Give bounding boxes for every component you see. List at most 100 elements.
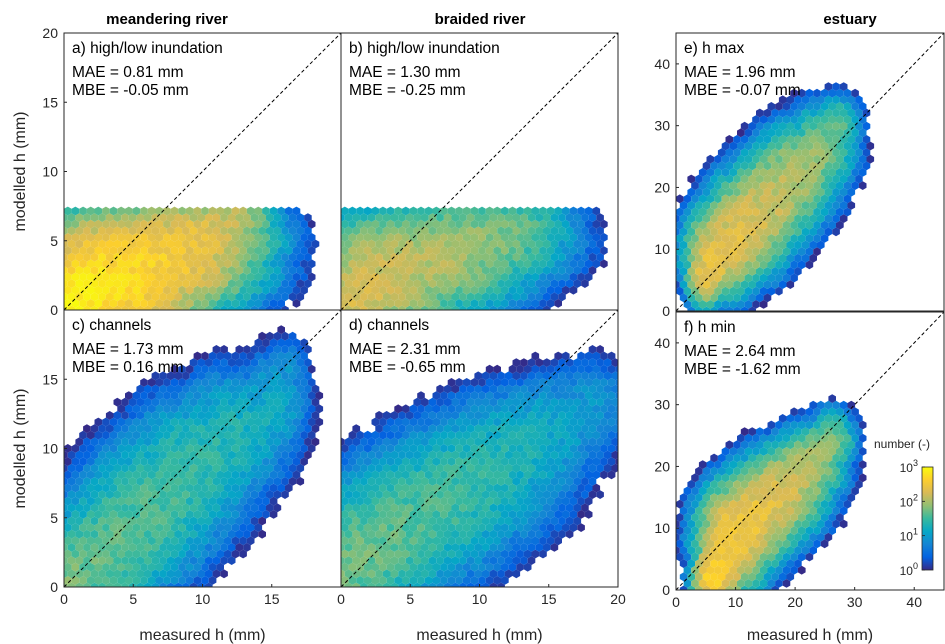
hex-bin: [569, 470, 578, 480]
hex-bin: [778, 135, 787, 144]
hex-bin: [740, 267, 749, 276]
hex-bin: [737, 154, 745, 164]
hex-bin: [740, 135, 749, 144]
hex-bin: [140, 483, 148, 493]
hex-bin: [231, 444, 240, 453]
hex-bin: [193, 233, 202, 242]
hex-bin: [151, 371, 160, 381]
hex-bin: [155, 496, 164, 506]
hex-bin: [698, 300, 707, 309]
hex-bin: [531, 391, 540, 400]
hex-bin: [155, 378, 164, 387]
hex-bin: [405, 582, 414, 587]
hex-bin: [208, 404, 217, 414]
hex-bin: [67, 463, 76, 473]
hex-bin: [212, 358, 221, 367]
mae-text: MAE = 1.73 mm: [72, 341, 184, 358]
hex-bin: [189, 543, 198, 552]
hex-bin: [504, 503, 513, 513]
hex-bin: [205, 477, 213, 486]
hex-bin: [717, 240, 726, 250]
hex-bin: [794, 174, 802, 184]
hex-bin: [147, 219, 156, 229]
hex-bin: [428, 477, 437, 486]
hex-bin: [227, 490, 236, 499]
hex-bin: [778, 280, 787, 289]
hex-bin: [292, 470, 301, 480]
hex-bin: [607, 430, 616, 440]
hex-bin: [64, 463, 68, 473]
hex-bin: [573, 213, 582, 222]
hex-bin: [714, 552, 722, 562]
hex-bin: [504, 516, 513, 526]
hex-bin: [208, 246, 217, 255]
hex-bin: [824, 466, 833, 476]
hex-bin: [797, 234, 806, 243]
hex-bin: [341, 266, 345, 275]
hex-bin: [729, 447, 737, 456]
hex-bin: [813, 539, 821, 549]
hex-bin: [205, 252, 213, 262]
hex-bin: [140, 259, 148, 269]
hex-bin: [382, 411, 391, 420]
hex-bin: [843, 168, 852, 177]
hex-bin: [402, 549, 410, 559]
hex-bin: [436, 516, 444, 526]
hex-bin: [858, 154, 867, 164]
hex-bin: [402, 259, 410, 269]
hex-bin: [243, 213, 251, 222]
hex-bin: [797, 526, 806, 535]
hex-bin: [782, 194, 791, 204]
hex-bin: [440, 206, 448, 216]
hex-bin: [75, 213, 84, 222]
hex-bin: [778, 427, 787, 436]
hex-bin: [128, 569, 137, 579]
hex-bin: [729, 286, 737, 296]
hex-bin: [235, 213, 244, 222]
hex-bin: [790, 207, 798, 217]
hex-bin: [759, 273, 768, 283]
hex-bin: [786, 227, 795, 237]
hex-bin: [121, 582, 129, 587]
hex-bin: [493, 391, 501, 400]
hex-bin: [809, 148, 817, 157]
hex-bin: [508, 259, 517, 269]
hex-bin: [489, 371, 498, 381]
hex-bin: [273, 358, 282, 367]
hex-bin: [527, 252, 536, 262]
hex-bin: [797, 102, 806, 111]
hex-bin: [254, 285, 263, 295]
hex-bin: [843, 420, 852, 430]
hex-bin: [706, 486, 715, 496]
hex-bin: [185, 496, 194, 506]
hex-bin: [485, 299, 494, 308]
hex-bin: [759, 247, 768, 256]
hex-bin: [360, 490, 368, 499]
hex-bin: [721, 486, 730, 496]
hex-bin: [174, 543, 183, 552]
hex-bin: [277, 325, 285, 334]
hex-bin: [485, 272, 494, 282]
hex-bin: [273, 503, 282, 513]
hex-bin: [470, 536, 479, 546]
hex-bin: [375, 266, 383, 275]
hex-bin: [307, 430, 316, 440]
hex-bin: [109, 233, 118, 242]
hex-bin: [428, 463, 437, 473]
hex-bin: [470, 272, 479, 282]
hex-bin: [794, 214, 802, 223]
hex-bin: [516, 483, 524, 493]
hex-bin: [786, 532, 795, 542]
hex-bin: [205, 411, 213, 420]
hex-bin: [710, 240, 718, 250]
hex-bin: [212, 371, 221, 381]
hex-bin: [710, 201, 718, 210]
hex-bin: [102, 483, 110, 493]
identity-line: [64, 310, 341, 587]
hex-bin: [405, 292, 414, 302]
hex-bin: [125, 576, 133, 585]
hex-bin: [356, 206, 364, 216]
hex-bin: [569, 233, 578, 242]
hex-bin: [577, 483, 585, 493]
hex-bin: [269, 219, 278, 229]
